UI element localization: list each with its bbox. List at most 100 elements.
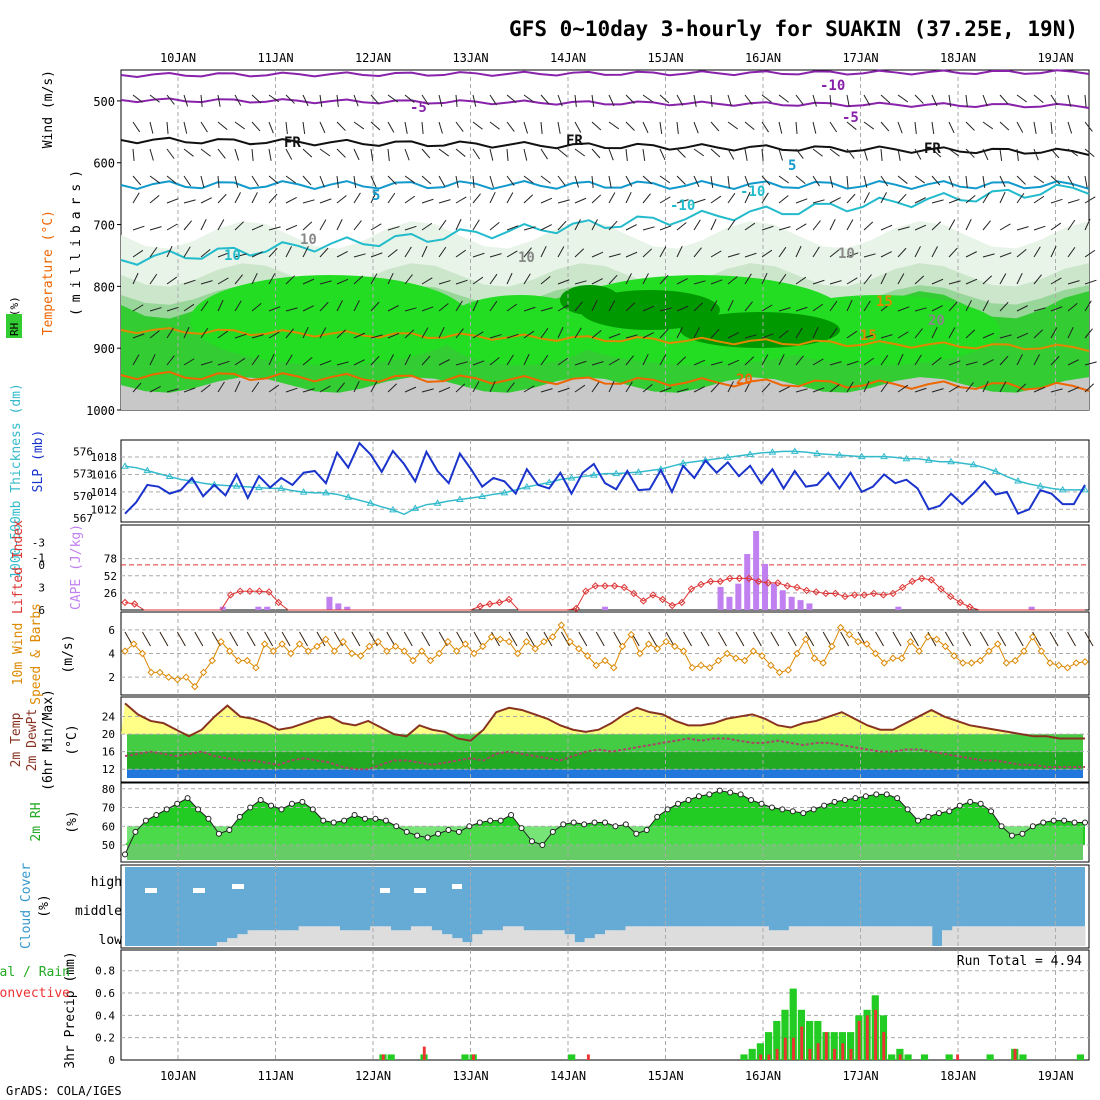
wind-barb	[200, 148, 211, 157]
wind-barb	[846, 94, 850, 107]
low-cloud-bar	[615, 930, 626, 946]
wind-barb	[234, 380, 241, 393]
wind-barb	[659, 94, 670, 104]
precip-convective-bar	[1013, 1048, 1017, 1060]
low-cloud-bar	[972, 926, 984, 946]
wind-barb	[608, 380, 615, 393]
wind-barb	[353, 220, 362, 231]
wind-barb	[693, 247, 702, 258]
contour-label: FR	[284, 135, 301, 151]
wind-marker	[985, 647, 993, 655]
wind-barb	[880, 272, 887, 285]
li-marker	[966, 603, 974, 611]
wind-barb	[642, 94, 654, 103]
thickness-tick: 573	[73, 468, 93, 481]
wind-barb	[132, 225, 145, 231]
rh-tick: 50	[102, 839, 115, 852]
rh-marker	[904, 806, 911, 813]
low-cloud-bar	[339, 930, 351, 946]
li-marker	[764, 579, 772, 587]
wind-barb	[999, 94, 1009, 105]
low-cloud-bar	[482, 930, 494, 946]
precip-total-bar	[568, 1054, 576, 1060]
low-cloud-bar	[727, 926, 739, 946]
wind-barb	[676, 327, 683, 339]
low-cloud-bar	[400, 930, 412, 946]
rh-marker	[476, 819, 483, 826]
li-marker	[927, 576, 936, 584]
bottom-date-labels: 10JAN 11JAN 12JAN 13JAN 14JAN 15JAN 16JAN 17JAN…	[160, 1069, 1074, 1083]
low-cloud-bar	[278, 930, 289, 946]
wind-barb	[149, 121, 154, 134]
wind-barb	[1084, 328, 1093, 339]
wind-marker	[679, 647, 688, 655]
wind-barb	[1050, 175, 1061, 185]
rh-marker	[1082, 819, 1088, 826]
wind-barb	[387, 249, 398, 258]
low-cloud-bar	[799, 926, 810, 946]
rh-tick: 60	[102, 820, 115, 833]
low-cloud-bar	[737, 926, 749, 946]
wind-barb	[642, 384, 653, 393]
low-cloud-bar	[605, 930, 616, 946]
wind-barb	[336, 251, 348, 258]
wind-barb	[489, 380, 496, 393]
wind-barb	[659, 307, 672, 312]
li-marker	[956, 598, 964, 607]
surface-wind-barb	[805, 631, 815, 647]
wind-barb	[642, 121, 649, 134]
wind-barb	[455, 328, 464, 339]
wind-barb	[268, 175, 279, 185]
low-cloud-bar	[717, 926, 729, 946]
wind-barb	[540, 388, 553, 393]
li-marker	[130, 600, 139, 608]
wind-barb	[387, 148, 390, 161]
surface-wind-barb	[1014, 631, 1024, 647]
wind-barb	[744, 175, 750, 188]
wind-marker	[819, 659, 827, 667]
li-marker	[668, 601, 676, 610]
wind-barb	[863, 94, 871, 106]
rh-marker	[455, 828, 462, 835]
rh-marker	[372, 815, 379, 822]
wind-marker	[452, 647, 461, 655]
wind-barb	[1033, 175, 1045, 184]
li-marker	[572, 604, 580, 613]
wind-barb	[1033, 274, 1042, 285]
rh-marker	[873, 791, 880, 798]
wind-marker	[932, 635, 941, 644]
low-cloud-bar	[911, 926, 923, 946]
wind-marker	[505, 637, 513, 646]
wind-barb	[931, 94, 938, 107]
thickness-marker	[991, 467, 1000, 474]
li-marker	[918, 574, 926, 583]
rh-marker	[1050, 817, 1057, 824]
wind-barb	[591, 94, 595, 107]
wind-barb	[506, 148, 509, 161]
wind-barb	[693, 302, 704, 312]
wind-barb	[863, 300, 871, 312]
wind-barb	[285, 175, 297, 184]
surface-wind-barb	[142, 631, 151, 647]
rh-marker	[226, 827, 233, 833]
surface-wind-barb	[875, 631, 884, 647]
precip-convective-bar	[956, 1054, 960, 1060]
date-label-top: 10JAN	[160, 51, 196, 65]
surface-wind-barb	[718, 631, 727, 647]
wind-barb	[353, 94, 359, 107]
wind-barb	[166, 121, 169, 134]
rh-ylabel: 2m RH (%)	[29, 802, 80, 841]
wind-barb	[914, 175, 926, 184]
wind-barb	[557, 304, 569, 312]
wind-barb	[523, 94, 535, 103]
wind-barb	[523, 385, 535, 393]
rh-marker	[643, 827, 650, 833]
wind-barb	[1067, 302, 1078, 312]
wind-barb	[1067, 326, 1074, 339]
thickness-marker	[746, 450, 754, 457]
li-marker	[601, 582, 609, 590]
li-marker	[745, 574, 753, 583]
wind-barb	[200, 175, 205, 188]
li-marker	[226, 591, 235, 599]
wind-barb	[557, 246, 565, 258]
